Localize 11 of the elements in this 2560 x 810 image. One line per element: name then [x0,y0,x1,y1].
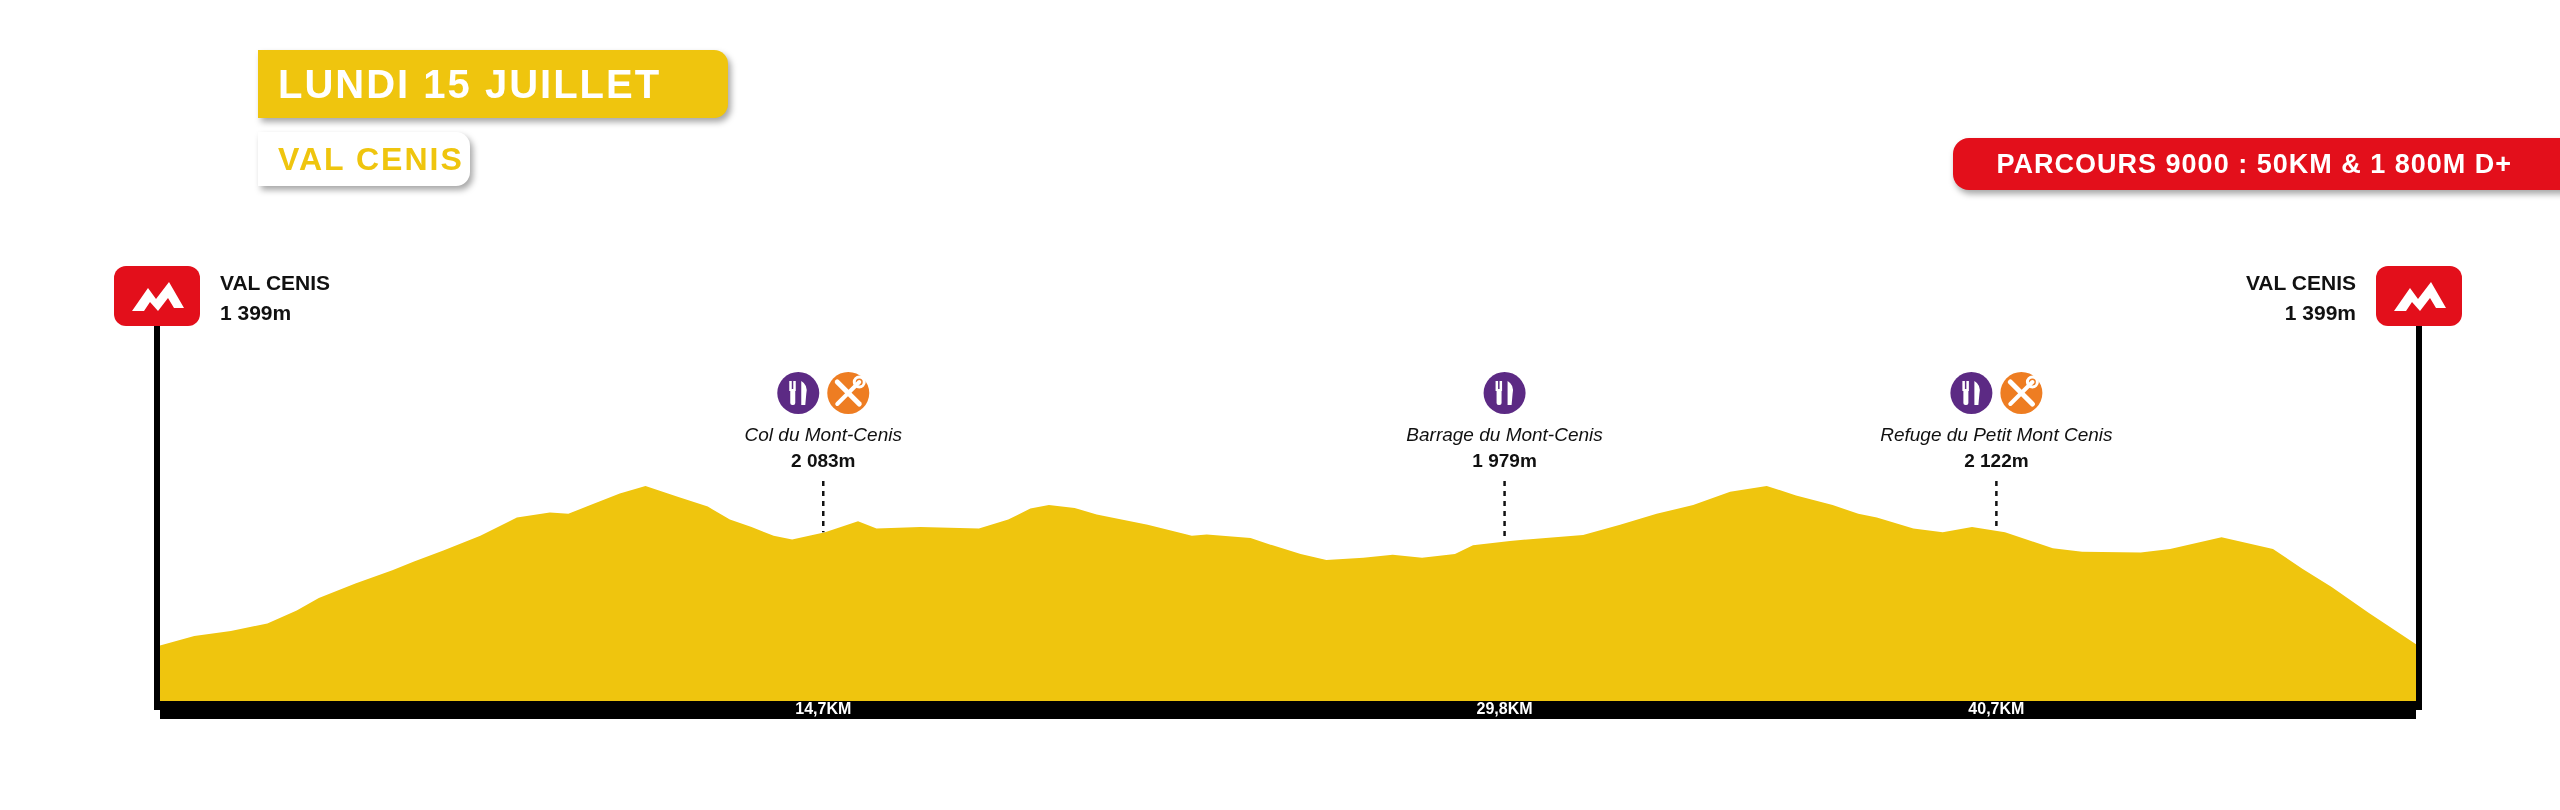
text: VAL CENIS 1 399m [220,271,331,324]
x-tick-label: 40,7KM [1968,700,2025,717]
text: PARCOURS 9000 : 50KM & 1 800M D+ [1952,138,2560,190]
chart-title: LUNDI 15 JUILLET [258,50,728,118]
chart-subtitle: VAL CENIS [258,132,470,186]
text: VAL CENIS 1 399m [2245,271,2356,324]
x-tick-label: 29,8KM [1476,700,1533,717]
annotation: Barrage du Mont-Cenis 1 979m [1406,424,1604,471]
x-tick-label: 14,7KM [795,700,852,717]
annotation: Col du Mont-Cenis 2 083m [744,424,903,471]
annotation: Refuge du Petit Mont Cenis 2 122m [1880,424,2114,471]
